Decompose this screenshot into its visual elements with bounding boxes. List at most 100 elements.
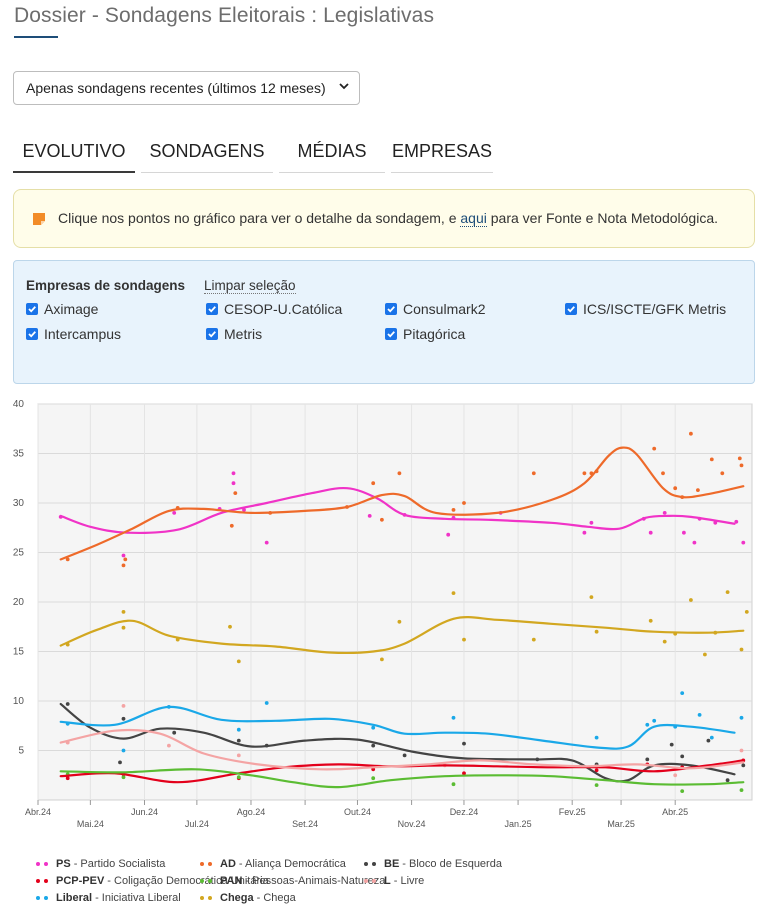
poll-point-liberal	[236, 727, 241, 732]
poll-point-liberal	[451, 715, 456, 720]
poll-point-chega	[121, 610, 126, 614]
checkbox-checked-icon	[565, 303, 577, 315]
poll-point-liberal	[371, 725, 376, 730]
x-tick-label: Mai.24	[77, 819, 104, 829]
poll-point-be	[121, 716, 126, 721]
legend-full-name: - Livre	[393, 875, 425, 887]
x-tick-label: Fev.25	[559, 807, 586, 817]
checkbox-label: Aximage	[44, 301, 99, 317]
poll-point-liberal	[264, 701, 269, 705]
note-icon	[33, 213, 45, 225]
legend-item-l[interactable]: L- Livre	[364, 875, 424, 887]
poll-point-l	[236, 753, 241, 758]
poll-point-chega	[397, 619, 402, 624]
poll-point-chega	[462, 637, 466, 642]
clear-selection-link[interactable]: Limpar seleção	[204, 278, 296, 294]
checkbox-aximage[interactable]: Aximage	[26, 301, 98, 317]
poll-point-ad	[737, 456, 742, 461]
poll-point-pan	[594, 783, 599, 787]
legend-item-be[interactable]: BE - Bloco de Esquerda	[364, 858, 502, 870]
legend-item-pan[interactable]: PAN - Pessoas-Animais-Natureza	[200, 875, 385, 887]
poll-point-ad	[229, 523, 234, 528]
poll-point-ad	[397, 471, 402, 476]
checkbox-metris[interactable]: Metris	[206, 326, 262, 342]
y-tick-label: 20	[13, 597, 25, 608]
period-select-value: Apenas sondagens recentes (últimos 12 me…	[26, 80, 326, 96]
checkbox-pitagorica[interactable]: Pitagórica	[385, 326, 465, 342]
legend-item-chega[interactable]: Chega - Chega	[200, 892, 296, 904]
tab-sondagens[interactable]: SONDAGENS	[141, 131, 273, 173]
poll-point-l	[167, 743, 171, 748]
legend-item-ps[interactable]: PS - Partido Socialista	[36, 858, 165, 870]
legend-swatch	[200, 879, 204, 883]
legend-swatch	[36, 862, 40, 866]
y-tick-label: 40	[13, 399, 25, 410]
poll-point-ps	[682, 530, 686, 535]
poll-point-chega	[236, 659, 241, 664]
poll-point-ad	[652, 446, 657, 451]
legend-item-ad[interactable]: AD - Aliança Democrática	[200, 858, 346, 870]
checkbox-intercampus[interactable]: Intercampus	[26, 326, 121, 342]
legend-swatch	[364, 862, 368, 866]
poll-point-be	[402, 753, 407, 758]
poll-point-ad	[531, 471, 536, 476]
poll-point-pcp-pev	[65, 776, 70, 781]
poll-point-ad	[673, 486, 678, 491]
checkbox-cesop[interactable]: CESOP-U.Católica	[206, 301, 342, 317]
poll-point-be	[172, 730, 177, 735]
poll-point-pan	[451, 782, 456, 787]
legend-abbr: PCP-PEV	[56, 875, 105, 887]
poll-point-pan	[121, 775, 126, 780]
legend-full-name: - Iniciativa Liberal	[95, 892, 181, 904]
poll-point-chega	[451, 591, 456, 595]
checkbox-label: ICS/ISCTE/GFK Metris	[583, 301, 727, 317]
poll-point-chega	[648, 618, 653, 623]
poll-point-chega	[380, 657, 384, 662]
poll-point-ad	[582, 471, 587, 476]
checkbox-label: CESOP-U.Católica	[224, 301, 343, 317]
checkbox-ics-iscte[interactable]: ICS/ISCTE/GFK Metris	[565, 301, 726, 317]
trend-line-ps	[59, 486, 736, 535]
legend-item-pcp-pev[interactable]: PCP-PEV - Coligação Democrática Unitária	[36, 875, 269, 887]
poll-point-pcp-pev	[462, 771, 466, 776]
legend-swatch	[372, 862, 376, 866]
legend-swatch	[364, 879, 368, 883]
checkbox-checked-icon	[26, 328, 38, 340]
company-filter-panel: Empresas de sondagens Limpar seleção Axi…	[13, 260, 755, 384]
poll-point-ad	[121, 563, 126, 568]
filter-heading: Empresas de sondagens	[26, 278, 186, 293]
poll-point-ps	[264, 540, 269, 545]
x-tick-label: Jul.24	[185, 819, 209, 829]
checkbox-checked-icon	[385, 303, 397, 315]
poll-point-liberal	[652, 718, 657, 723]
tab-evolutivo[interactable]: EVOLUTIVO	[13, 131, 135, 173]
methodology-link[interactable]: aqui	[460, 210, 487, 227]
checkbox-checked-icon	[206, 303, 218, 315]
checkbox-consulmark2[interactable]: Consulmark2	[385, 301, 485, 317]
x-tick-label: Mar.25	[607, 819, 635, 829]
poll-trend-chart: 5 10 15 20 25 30 35 40 Abr.24 Mai.24 Jun.24 Jul.24 A…	[13, 399, 753, 829]
poll-point-ps	[121, 553, 126, 558]
poll-point-ps	[367, 514, 372, 518]
poll-point-ad	[709, 457, 714, 462]
poll-point-ps	[734, 519, 739, 524]
legend-abbr: L	[384, 875, 391, 887]
y-tick-label: 15	[13, 647, 25, 658]
notice-text: Clique nos pontos no gráfico para ver o …	[58, 210, 718, 227]
tab-bar: EVOLUTIVO SONDAGENS MÉDIAS EMPRESAS	[13, 131, 493, 173]
checkbox-checked-icon	[206, 328, 218, 340]
legend-full-name: - Pessoas-Animais-Natureza	[245, 875, 386, 887]
period-select[interactable]: Apenas sondagens recentes (últimos 12 me…	[13, 71, 360, 105]
legend-item-liberal[interactable]: Liberal - Iniciativa Liberal	[36, 892, 181, 904]
legend-swatch	[36, 879, 40, 883]
poll-point-chega	[662, 639, 667, 644]
x-tick-label: Out.24	[344, 807, 371, 817]
tab-medias[interactable]: MÉDIAS	[279, 131, 385, 173]
poll-point-ps	[648, 530, 653, 535]
trend-line-chega	[59, 616, 745, 655]
poll-point-be	[645, 757, 650, 762]
checkbox-label: Pitagórica	[403, 326, 466, 342]
tab-empresas[interactable]: EMPRESAS	[391, 131, 493, 173]
legend-swatch	[208, 862, 212, 866]
legend-abbr: BE	[384, 858, 400, 870]
